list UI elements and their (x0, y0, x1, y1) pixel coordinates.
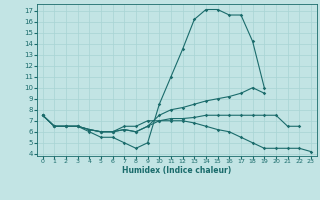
X-axis label: Humidex (Indice chaleur): Humidex (Indice chaleur) (122, 166, 231, 175)
